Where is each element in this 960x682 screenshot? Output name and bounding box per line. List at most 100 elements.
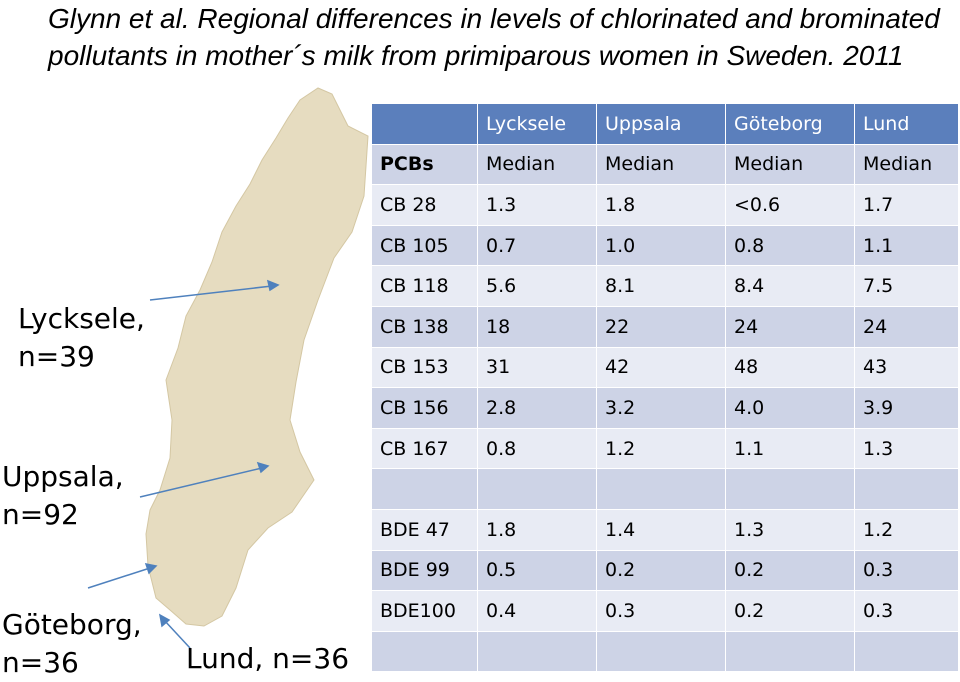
table-cell: 1.8	[477, 508, 597, 551]
table-row: CB 138 18 22 24 24	[371, 305, 959, 348]
table-row: CB 28 1.3 1.8 <0.6 1.7	[371, 184, 959, 226]
table-cell: CB 153	[371, 346, 478, 389]
table-cell: 24	[725, 305, 855, 348]
table-cell: 4.0	[725, 387, 855, 429]
table-row: PCBs Median Median Median Median	[371, 143, 959, 186]
table-cell: <0.6	[725, 184, 855, 226]
sweden-outline	[145, 87, 369, 627]
table-cell: CB 167	[371, 427, 478, 470]
table-header-cell: Lycksele	[477, 103, 597, 145]
table-row: CB 118 5.6 8.1 8.4 7.5	[371, 265, 959, 307]
table-cell: Median	[477, 143, 597, 186]
table-row: CB 167 0.8 1.2 1.1 1.3	[371, 427, 959, 470]
table-cell: Median	[596, 143, 726, 186]
table-cell: 1.1	[725, 427, 855, 470]
label-uppsala: Uppsala, n=92	[2, 458, 142, 534]
label-lycksele-text: Lycksele, n=39	[18, 302, 145, 373]
table-cell: 1.4	[596, 508, 726, 551]
table-cell: 5.6	[477, 265, 597, 307]
arrow-uppsala	[139, 467, 263, 498]
label-uppsala-text: Uppsala, n=92	[2, 460, 124, 531]
table-cell: 1.3	[725, 508, 855, 551]
label-goteborg: Göteborg, n=36	[2, 606, 152, 682]
table-cell: BDE 99	[371, 549, 478, 592]
table-row	[371, 468, 959, 510]
table-cell: 1.0	[596, 224, 726, 267]
table-cell: 1.1	[854, 224, 959, 267]
table-cell: 1.3	[854, 427, 959, 470]
table-cell: CB 118	[371, 265, 478, 307]
pollutant-table: Lycksele Uppsala Göteborg Lund PCBs Median Med…	[371, 103, 959, 673]
table-cell: CB 138	[371, 305, 478, 348]
table-cell: 0.3	[596, 590, 726, 632]
arrow-lund-head	[158, 613, 171, 628]
table-cell: 8.4	[725, 265, 855, 307]
arrow-lycksele	[149, 285, 273, 301]
table-cell	[854, 630, 959, 673]
table-cell	[596, 468, 726, 510]
table-cell: 3.2	[596, 387, 726, 429]
table-cell: 18	[477, 305, 597, 348]
label-lycksele: Lycksele, n=39	[18, 300, 158, 376]
table-cell: 0.3	[854, 590, 959, 632]
table-cell: PCBs	[371, 143, 478, 186]
table-cell: 3.9	[854, 387, 959, 429]
table-cell: 0.5	[477, 549, 597, 592]
table-header-cell	[371, 103, 478, 145]
table-cell	[596, 630, 726, 673]
arrow-goteborg	[87, 567, 151, 589]
table-cell: 0.7	[477, 224, 597, 267]
table-cell: Median	[725, 143, 855, 186]
table-row: CB 153 31 42 48 43	[371, 346, 959, 389]
table-row: CB 156 2.8 3.2 4.0 3.9	[371, 387, 959, 429]
table-cell: 0.2	[725, 549, 855, 592]
table-cell	[477, 630, 597, 673]
table-cell: 31	[477, 346, 597, 389]
arrow-uppsala-head	[256, 461, 270, 474]
arrow-lycksele-head	[266, 279, 280, 292]
table-row	[371, 630, 959, 673]
table-cell	[371, 468, 478, 510]
table-cell	[725, 630, 855, 673]
table-row: BDE100 0.4 0.3 0.2 0.3	[371, 590, 959, 632]
table-cell: 1.7	[854, 184, 959, 226]
table-cell: 24	[854, 305, 959, 348]
label-lund: Lund, n=36	[186, 642, 350, 675]
table-header-cell: Uppsala	[596, 103, 726, 145]
table-cell: 1.2	[596, 427, 726, 470]
table-cell: 48	[725, 346, 855, 389]
table-cell: 0.2	[596, 549, 726, 592]
table-row: BDE 47 1.8 1.4 1.3 1.2	[371, 508, 959, 551]
table-cell: CB 156	[371, 387, 478, 429]
table-cell: 0.2	[725, 590, 855, 632]
table-cell: Median	[854, 143, 959, 186]
label-goteborg-text: Göteborg, n=36	[2, 608, 142, 679]
table-cell: BDE100	[371, 590, 478, 632]
table-header-cell: Göteborg	[725, 103, 855, 145]
table-cell: 1.3	[477, 184, 597, 226]
table-cell: 1.2	[854, 508, 959, 551]
slide-title: Glynn et al. Regional differences in lev…	[48, 3, 940, 71]
table-cell: 8.1	[596, 265, 726, 307]
table-cell	[854, 468, 959, 510]
table-cell: 43	[854, 346, 959, 389]
table-cell: 0.8	[725, 224, 855, 267]
table-cell	[725, 468, 855, 510]
table-row: CB 105 0.7 1.0 0.8 1.1	[371, 224, 959, 267]
table-cell: CB 28	[371, 184, 478, 226]
table-cell: 0.8	[477, 427, 597, 470]
table-cell: CB 105	[371, 224, 478, 267]
table-row: BDE 99 0.5 0.2 0.2 0.3	[371, 549, 959, 592]
table-cell: 22	[596, 305, 726, 348]
table-cell: 1.8	[596, 184, 726, 226]
arrow-goteborg-head	[144, 563, 158, 575]
table-cell: 7.5	[854, 265, 959, 307]
table-cell	[371, 630, 478, 673]
table-cell: 42	[596, 346, 726, 389]
table-cell: BDE 47	[371, 508, 478, 551]
table-cell: 2.8	[477, 387, 597, 429]
table-cell: 0.3	[854, 549, 959, 592]
table-header-row: Lycksele Uppsala Göteborg Lund	[371, 103, 959, 145]
table-header-cell: Lund	[854, 103, 959, 145]
table-cell: 0.4	[477, 590, 597, 632]
